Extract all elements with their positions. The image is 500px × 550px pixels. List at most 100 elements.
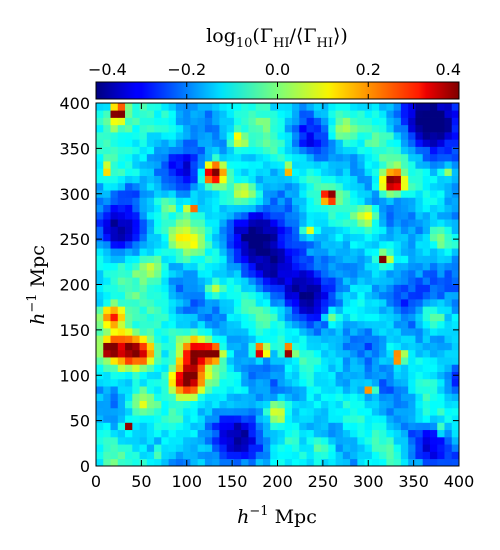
- heatmap-cell: [335, 313, 344, 322]
- heatmap-cell: [248, 117, 257, 126]
- heatmap-cell: [342, 117, 351, 126]
- heatmap-cell: [451, 415, 460, 423]
- heatmap-cell: [393, 335, 402, 343]
- heatmap-cell: [422, 146, 431, 155]
- heatmap-cell: [219, 386, 228, 394]
- heatmap-cell: [408, 146, 416, 155]
- heatmap-cell: [342, 262, 351, 271]
- heatmap-cell: [219, 124, 228, 133]
- heatmap-cell: [241, 117, 249, 126]
- heatmap-cell: [306, 255, 315, 264]
- heatmap-cell: [212, 284, 220, 293]
- heatmap-cell: [299, 211, 307, 220]
- heatmap-cell: [241, 451, 249, 460]
- heatmap-cell: [415, 110, 424, 118]
- heatmap-cell: [161, 255, 169, 264]
- heatmap-cell: [103, 211, 111, 220]
- heatmap-cell: [139, 132, 148, 140]
- heatmap-cell: [451, 153, 460, 162]
- heatmap-cell: [386, 204, 395, 213]
- heatmap-cell: [241, 422, 249, 431]
- heatmap-cell: [328, 335, 336, 343]
- heatmap-cell: [168, 415, 177, 423]
- heatmap-cell: [154, 197, 162, 205]
- heatmap-cell: [219, 255, 228, 264]
- heatmap-cell: [350, 429, 358, 438]
- heatmap-cell: [204, 117, 213, 126]
- heatmap-cell: [437, 117, 445, 126]
- heatmap-cell: [168, 197, 177, 205]
- heatmap-cell: [139, 168, 148, 176]
- heatmap-cell: [313, 313, 322, 322]
- heatmap-cell: [219, 357, 228, 365]
- heatmap-cell: [197, 175, 206, 184]
- heatmap-cell: [335, 444, 344, 452]
- heatmap-cell: [422, 299, 431, 307]
- heatmap-cell: [371, 197, 380, 205]
- heatmap-cell: [451, 357, 460, 365]
- heatmap-cell: [400, 364, 409, 372]
- heatmap-cell: [117, 168, 126, 176]
- heatmap-cell: [241, 233, 249, 242]
- x-tick-label: 50: [131, 472, 151, 491]
- heatmap-cell: [313, 190, 322, 198]
- heatmap-cell: [146, 219, 155, 227]
- heatmap-cell: [175, 139, 184, 147]
- heatmap-cell: [241, 313, 249, 322]
- heatmap-cell: [168, 335, 177, 343]
- heatmap-cell: [146, 204, 155, 213]
- heatmap-cell: [110, 444, 119, 452]
- heatmap-cell: [241, 103, 249, 111]
- heatmap-cell: [226, 182, 235, 191]
- heatmap-cell: [444, 444, 453, 452]
- heatmap-cell: [386, 124, 395, 133]
- heatmap-cell: [241, 277, 249, 285]
- heatmap-cell: [255, 110, 264, 118]
- heatmap-cell: [284, 255, 293, 264]
- heatmap-cell: [429, 357, 438, 365]
- heatmap-cell: [299, 146, 307, 155]
- heatmap-cell: [183, 400, 191, 409]
- heatmap-cell: [117, 110, 126, 118]
- heatmap-cell: [277, 342, 286, 351]
- heatmap-cell: [400, 132, 409, 140]
- heatmap-cell: [313, 364, 322, 372]
- heatmap-cell: [415, 153, 424, 162]
- heatmap-cell: [444, 204, 453, 213]
- heatmap-cell: [125, 277, 133, 285]
- heatmap-cell: [270, 400, 278, 409]
- heatmap-cell: [146, 103, 155, 111]
- heatmap-cell: [132, 386, 140, 394]
- heatmap-cell: [204, 407, 213, 416]
- heatmap-cell: [313, 436, 322, 445]
- heatmap-cell: [284, 233, 293, 242]
- heatmap-cell: [132, 371, 140, 380]
- heatmap-cell: [161, 458, 169, 467]
- heatmap-cell: [255, 422, 264, 431]
- heatmap-cell: [233, 378, 242, 387]
- heatmap-cell: [146, 400, 155, 409]
- heatmap-cell: [183, 197, 191, 205]
- heatmap-cell: [161, 306, 169, 314]
- heatmap-cell: [400, 262, 409, 271]
- heatmap-cell: [103, 219, 111, 227]
- heatmap-cell: [335, 211, 344, 220]
- heatmap-cell: [212, 451, 220, 460]
- heatmap-cell: [103, 255, 111, 264]
- heatmap-cell: [270, 422, 278, 431]
- heatmap-cell: [248, 436, 257, 445]
- heatmap-cell: [103, 226, 111, 235]
- heatmap-cell: [408, 226, 416, 235]
- heatmap-cell: [212, 262, 220, 271]
- heatmap-cell: [204, 400, 213, 409]
- heatmap-cell: [219, 168, 228, 176]
- heatmap-cell: [292, 284, 300, 293]
- heatmap-cell: [212, 153, 220, 162]
- heatmap-cell: [212, 110, 220, 118]
- heatmap-cell: [429, 190, 438, 198]
- heatmap-cell: [408, 364, 416, 372]
- heatmap-cell: [451, 284, 460, 293]
- heatmap-cell: [393, 103, 402, 111]
- heatmap-cell: [117, 378, 126, 387]
- heatmap-cell: [335, 233, 344, 242]
